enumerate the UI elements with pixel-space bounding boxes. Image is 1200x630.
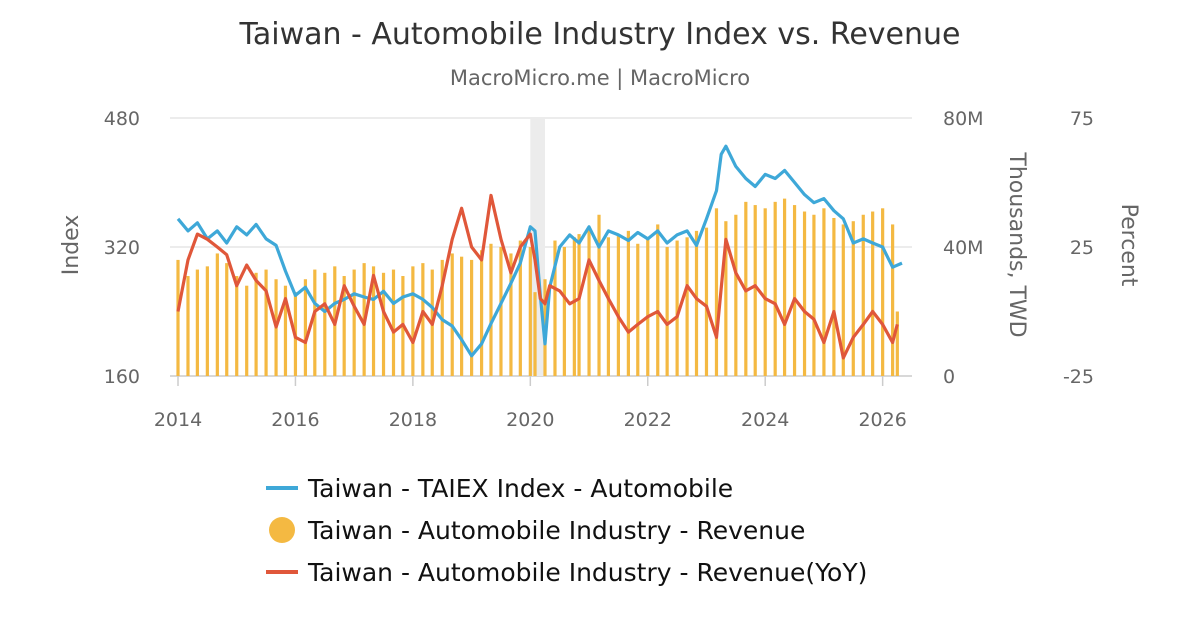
revenue-bar: [616, 234, 620, 376]
y-right1-tick-label: 0: [943, 366, 955, 388]
x-tick-label: 2024: [741, 409, 789, 431]
revenue-bar: [753, 205, 757, 376]
revenue-bar: [186, 276, 190, 376]
revenue-bar: [381, 272, 386, 376]
x-tick-label: 2016: [271, 409, 319, 431]
revenue-bar: [391, 269, 396, 376]
revenue-bar: [822, 208, 826, 376]
revenue-bar: [636, 243, 640, 376]
revenue-bar: [832, 217, 836, 376]
y-right2-tick-label: 25: [1070, 237, 1094, 259]
legend-label: Taiwan - Automobile Industry - Revenue(Y…: [307, 558, 867, 587]
x-tick-label: 2026: [858, 409, 906, 431]
revenue-bar: [861, 214, 865, 376]
revenue-bar: [450, 253, 454, 376]
y-left-tick-label: 160: [104, 366, 140, 388]
revenue-bar: [773, 201, 777, 376]
revenue-bar: [562, 247, 566, 376]
legend-circle-marker: [269, 517, 295, 543]
revenue-bar: [195, 269, 199, 376]
y-axis-right2-title: Percent: [1116, 204, 1141, 287]
y-axis-left-title: Index: [59, 215, 84, 276]
revenue-bar: [724, 221, 728, 376]
revenue-bar: [656, 224, 660, 376]
axes: 160 0 -25 320 40M 25 480 80M 75 2014 2016 2018 2020 2…: [104, 108, 1094, 431]
revenue-bar: [421, 263, 425, 376]
revenue-bar: [235, 276, 239, 376]
revenue-bar: [528, 247, 532, 376]
revenue-bar: [871, 211, 875, 376]
revenue-bar: [352, 269, 356, 376]
revenue-bar: [881, 208, 885, 376]
revenue-bar: [489, 243, 493, 376]
revenue-bar: [499, 247, 503, 376]
revenue-bar: [606, 237, 611, 376]
revenue-bar: [313, 269, 317, 376]
revenue-yoy-line: [176, 193, 899, 360]
chart-title: Taiwan - Automobile Industry Index vs. R…: [238, 17, 960, 52]
taiex-index-line: [176, 144, 903, 358]
revenue-bar: [254, 272, 258, 376]
revenue-bar: [646, 237, 650, 376]
revenue-bar: [245, 285, 249, 376]
legend-label: Taiwan - Automobile Industry - Revenue: [307, 516, 805, 545]
revenue-bar: [704, 227, 709, 376]
x-tick-label: 2018: [389, 409, 437, 431]
revenue-bar: [763, 208, 767, 376]
revenue-bar: [572, 237, 576, 376]
revenue-bar: [225, 263, 229, 376]
revenue-bar: [553, 240, 557, 376]
x-tick-label: 2022: [624, 409, 672, 431]
revenue-bar: [533, 292, 537, 376]
y-left-tick-label: 320: [104, 237, 140, 259]
y-right1-tick-label: 80M: [943, 108, 984, 130]
revenue-bar: [283, 285, 288, 376]
revenue-bar: [782, 198, 787, 376]
revenue-bar: [841, 224, 845, 376]
y-right1-tick-label: 40M: [943, 237, 984, 259]
revenue-bar: [264, 269, 268, 376]
revenue-bar: [895, 311, 899, 376]
revenue-bar: [714, 208, 719, 376]
revenue-bar: [792, 205, 797, 376]
x-tick-label: 2020: [506, 409, 554, 431]
revenue-bar: [176, 259, 180, 376]
y-axis-right1-title: Thousands, TWD: [1004, 151, 1029, 337]
revenue-bar: [470, 259, 474, 376]
revenue-bar: [460, 256, 464, 376]
revenue-bar: [411, 266, 415, 376]
revenue-bar: [587, 227, 591, 376]
revenue-bar: [518, 240, 522, 376]
y-left-tick-label: 480: [104, 108, 140, 130]
revenue-bar: [802, 211, 807, 376]
revenue-bar: [694, 230, 699, 376]
revenue-bar: [665, 247, 669, 376]
revenue-bar: [479, 250, 484, 376]
y-right2-tick-label: 75: [1070, 108, 1094, 130]
revenue-bar: [371, 266, 376, 376]
chart-subtitle: MacroMicro.me | MacroMicro: [450, 66, 750, 91]
revenue-bar: [851, 221, 855, 376]
revenue-bar: [577, 234, 581, 376]
revenue-bar: [342, 276, 346, 376]
revenue-bar: [323, 272, 327, 376]
revenue-bar: [215, 253, 219, 376]
revenue-bar: [734, 214, 738, 376]
revenue-bar: [303, 279, 308, 376]
legend: Taiwan - TAIEX Index - Automobile Taiwan …: [266, 474, 867, 587]
series-lines: [176, 144, 903, 360]
revenue-bar: [626, 230, 630, 376]
x-tick-label: 2014: [154, 409, 202, 431]
y-right2-tick-label: -25: [1063, 366, 1094, 388]
revenue-bar: [685, 237, 689, 376]
revenue-bar: [812, 214, 816, 376]
legend-label: Taiwan - TAIEX Index - Automobile: [307, 474, 733, 503]
revenue-bar: [509, 253, 513, 376]
revenue-bar: [205, 266, 209, 376]
revenue-bar: [675, 240, 679, 376]
revenue-bar: [891, 224, 895, 376]
revenue-bar: [597, 214, 601, 376]
